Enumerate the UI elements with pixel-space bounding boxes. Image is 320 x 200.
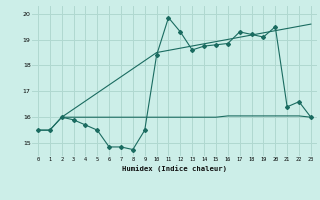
- X-axis label: Humidex (Indice chaleur): Humidex (Indice chaleur): [122, 165, 227, 172]
